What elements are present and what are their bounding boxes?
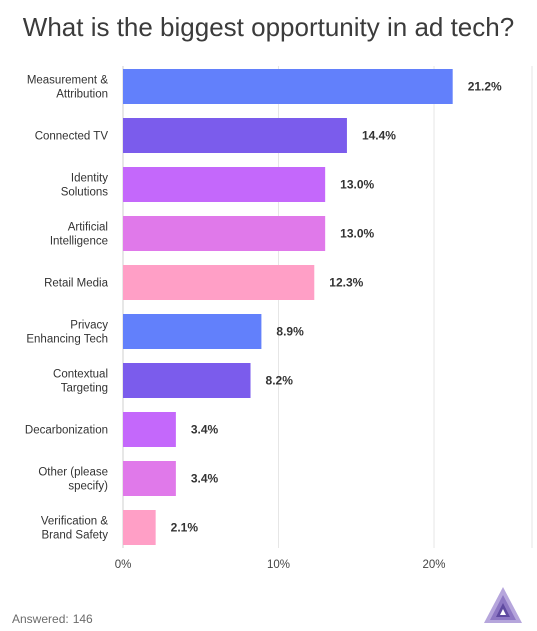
bar-chart: 21.2% Measurement & Attribution 14.4% Connec… bbox=[25, 66, 533, 571]
category-label: Measurement & Attribution bbox=[27, 75, 109, 101]
answered-footer: Answered: 146 bbox=[12, 612, 93, 626]
bar[interactable] bbox=[123, 216, 326, 251]
bar-value-label: 2.1% bbox=[171, 521, 199, 535]
x-tick-label: 0% bbox=[115, 559, 132, 571]
bar[interactable] bbox=[123, 265, 315, 300]
bar-value-label: 21.2% bbox=[468, 80, 502, 94]
bar[interactable] bbox=[123, 461, 176, 496]
bar[interactable] bbox=[123, 69, 453, 104]
category-label: Decarbonization bbox=[25, 425, 108, 437]
bar[interactable] bbox=[123, 167, 326, 202]
bar-value-label: 13.0% bbox=[340, 178, 374, 192]
bar-value-label: 12.3% bbox=[329, 276, 363, 290]
triangle-logo-icon bbox=[484, 587, 522, 623]
bar-value-label: 13.0% bbox=[340, 227, 374, 241]
bar[interactable] bbox=[123, 118, 347, 153]
category-label: Contextual Targeting bbox=[53, 369, 108, 395]
bar-value-label: 3.4% bbox=[191, 472, 219, 486]
bar-value-label: 3.4% bbox=[191, 423, 219, 437]
x-tick-label: 10% bbox=[267, 559, 290, 571]
bar-value-label: 8.9% bbox=[276, 325, 304, 339]
answered-label: Answered: bbox=[12, 612, 69, 626]
category-label: Artificial Intelligence bbox=[50, 222, 108, 248]
bar[interactable] bbox=[123, 412, 176, 447]
chart-title: What is the biggest opportunity in ad te… bbox=[22, 12, 515, 42]
category-label: Privacy Enhancing Tech bbox=[26, 320, 108, 346]
category-label: Verification & Brand Safety bbox=[41, 516, 108, 542]
bar[interactable] bbox=[123, 510, 156, 545]
bar[interactable] bbox=[123, 314, 262, 349]
category-label: Connected TV bbox=[35, 131, 109, 143]
category-label: Other (please specify) bbox=[38, 467, 108, 493]
x-tick-label: 20% bbox=[423, 559, 446, 571]
bar[interactable] bbox=[123, 363, 251, 398]
bar-value-label: 14.4% bbox=[362, 129, 396, 143]
answered-count: 146 bbox=[72, 612, 93, 626]
bar-value-label: 8.2% bbox=[266, 374, 294, 388]
category-label: Retail Media bbox=[44, 278, 109, 290]
category-label: Identity Solutions bbox=[61, 173, 109, 199]
